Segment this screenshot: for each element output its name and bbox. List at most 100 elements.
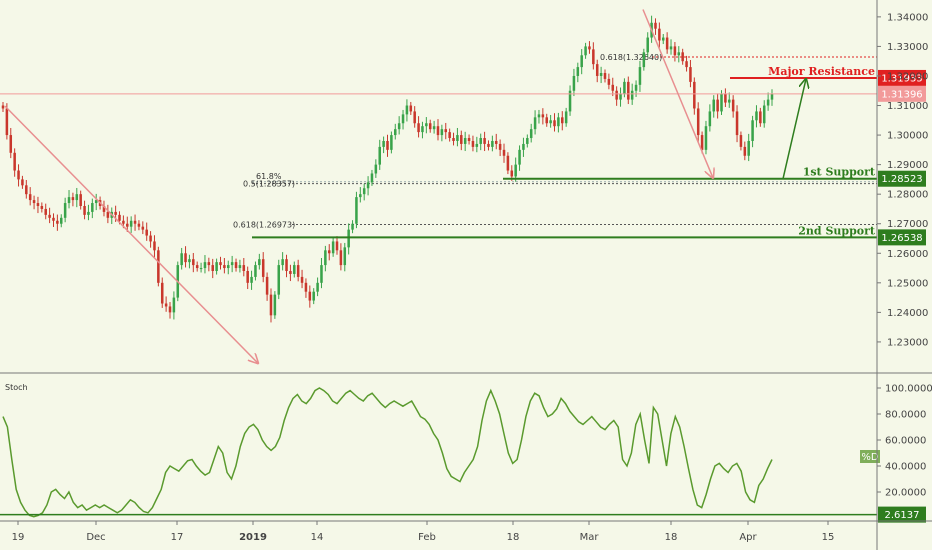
candle-body (203, 262, 207, 269)
candle-body (63, 203, 67, 218)
candle-body (331, 241, 335, 254)
candle-body (300, 276, 304, 283)
price-y-tick: 1.34000 (887, 12, 928, 23)
price-y-tick: 1.28000 (887, 190, 928, 201)
candle-body (145, 229, 148, 236)
stoch-level-tag: 2.6137 (885, 510, 920, 521)
candle-body (339, 250, 343, 266)
candle-body (59, 217, 63, 224)
candle-body (211, 265, 214, 272)
candle-body (343, 247, 347, 266)
candle-body (409, 105, 413, 112)
x-tick: Apr (739, 532, 757, 543)
candle-body (436, 126, 440, 136)
candle-body (526, 138, 529, 144)
candle-body (498, 143, 502, 150)
candle-body (36, 203, 40, 206)
stoch-y-tick: 100.0000 (885, 384, 932, 395)
candle-body (502, 149, 506, 156)
candle-body (227, 265, 230, 269)
candle-body (56, 220, 59, 224)
stoch-label: Stoch (5, 383, 28, 392)
candle-body (677, 52, 681, 56)
candle-body (766, 99, 770, 106)
candle-body (475, 143, 479, 147)
candle-body (199, 268, 203, 270)
candle-body (5, 108, 9, 136)
stoch-series-tag: %D (861, 452, 879, 463)
candle-body (327, 250, 331, 254)
candle-body (351, 223, 354, 230)
candle-body (32, 200, 36, 204)
candle-body (607, 78, 611, 85)
candle-body (153, 241, 156, 251)
candle-body (456, 135, 459, 141)
candle-body (506, 155, 510, 171)
candle-body (207, 262, 211, 266)
candle-body (324, 250, 327, 266)
candle-body (258, 259, 261, 266)
second-support-label: 2nd Support (798, 224, 876, 237)
candle-body (770, 93, 774, 100)
candle-body (751, 120, 754, 141)
current-price-tag: 1.31396 (881, 89, 922, 100)
down-arrow-left (4, 105, 258, 363)
x-tick: 14 (311, 532, 324, 543)
candle-body (661, 37, 665, 41)
candle-body (731, 99, 735, 112)
candle-body (658, 28, 661, 41)
candle-body (133, 220, 137, 224)
candle-body (48, 214, 51, 218)
candle-body (13, 152, 16, 171)
candle-body (467, 138, 471, 141)
price-y-tick: 1.24000 (887, 308, 928, 319)
candle-body (52, 217, 55, 221)
candle-body (417, 123, 420, 133)
candle-body (234, 262, 238, 269)
candle-body (704, 126, 708, 150)
down-arrow-right (642, 9, 713, 177)
candle-body (576, 67, 580, 76)
fib-label-50: 0.5(1.28357) (243, 180, 295, 189)
price-y-tick: 1.30000 (887, 131, 928, 142)
candle-body (405, 105, 409, 115)
candle-body (514, 164, 517, 177)
stoch-line (2, 387, 773, 518)
candle-body (126, 223, 129, 227)
candle-body (716, 99, 719, 112)
candle-body (160, 282, 164, 304)
candle-body (739, 135, 743, 147)
candle-body (708, 111, 712, 127)
candle-body (168, 306, 172, 313)
candle-body (693, 81, 696, 109)
stoch-y-tick: 60.0000 (885, 436, 926, 447)
candle-body (510, 170, 514, 177)
candle-body (40, 205, 44, 209)
second-support-tag: 1.26538 (881, 233, 922, 244)
stochastic-panel: Stoch 2.6137 %D (0, 383, 926, 523)
stoch-y-tick: 80.0000 (885, 410, 926, 421)
candle-body (623, 81, 626, 94)
candle-body (285, 259, 288, 272)
candle-body (164, 303, 168, 307)
stoch-series-tag-bg (860, 450, 880, 463)
candle-body (230, 262, 234, 266)
price-y-tick: 1.29000 (887, 160, 928, 171)
candle-body (487, 143, 490, 147)
candle-body (397, 123, 401, 130)
candle-body (67, 197, 71, 204)
candle-body (421, 126, 424, 133)
candle-body (94, 200, 98, 204)
candle-body (118, 214, 121, 221)
candle-body (545, 117, 548, 124)
x-tick: 15 (822, 532, 835, 543)
candle-body (634, 84, 638, 91)
candle-body (615, 90, 618, 100)
candle-body (293, 265, 296, 274)
candle-body (681, 52, 684, 62)
candle-body (428, 123, 432, 130)
candle-body (355, 197, 358, 224)
candle-body (359, 194, 362, 198)
candle-body (386, 140, 389, 150)
